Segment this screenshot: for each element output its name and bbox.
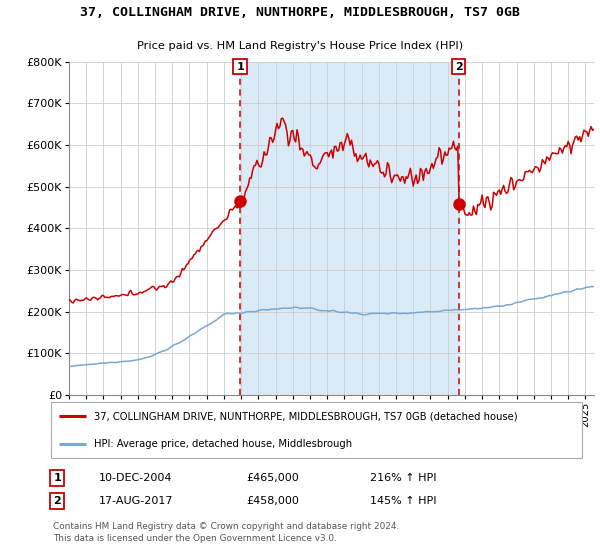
Text: 10-DEC-2004: 10-DEC-2004	[99, 473, 173, 483]
Bar	[240, 62, 458, 395]
Text: HPI: Average price, detached house, Middlesbrough: HPI: Average price, detached house, Midd…	[94, 439, 352, 449]
Text: 1: 1	[53, 473, 61, 483]
Text: 2: 2	[53, 496, 61, 506]
Text: This data is licensed under the Open Government Licence v3.0.: This data is licensed under the Open Gov…	[53, 534, 337, 543]
Text: 2: 2	[455, 62, 463, 72]
Text: 1: 1	[236, 62, 244, 72]
Text: Contains HM Land Registry data © Crown copyright and database right 2024.: Contains HM Land Registry data © Crown c…	[53, 522, 400, 531]
Text: 37, COLLINGHAM DRIVE, NUNTHORPE, MIDDLESBROUGH, TS7 0GB: 37, COLLINGHAM DRIVE, NUNTHORPE, MIDDLES…	[80, 6, 520, 20]
Text: 37, COLLINGHAM DRIVE, NUNTHORPE, MIDDLESBROUGH, TS7 0GB (detached house): 37, COLLINGHAM DRIVE, NUNTHORPE, MIDDLES…	[94, 411, 517, 421]
Text: 145% ↑ HPI: 145% ↑ HPI	[370, 496, 437, 506]
FancyBboxPatch shape	[50, 402, 583, 458]
Text: 17-AUG-2017: 17-AUG-2017	[99, 496, 173, 506]
Text: £458,000: £458,000	[247, 496, 299, 506]
Text: £465,000: £465,000	[247, 473, 299, 483]
Text: 216% ↑ HPI: 216% ↑ HPI	[370, 473, 437, 483]
Text: Price paid vs. HM Land Registry's House Price Index (HPI): Price paid vs. HM Land Registry's House …	[137, 41, 463, 51]
